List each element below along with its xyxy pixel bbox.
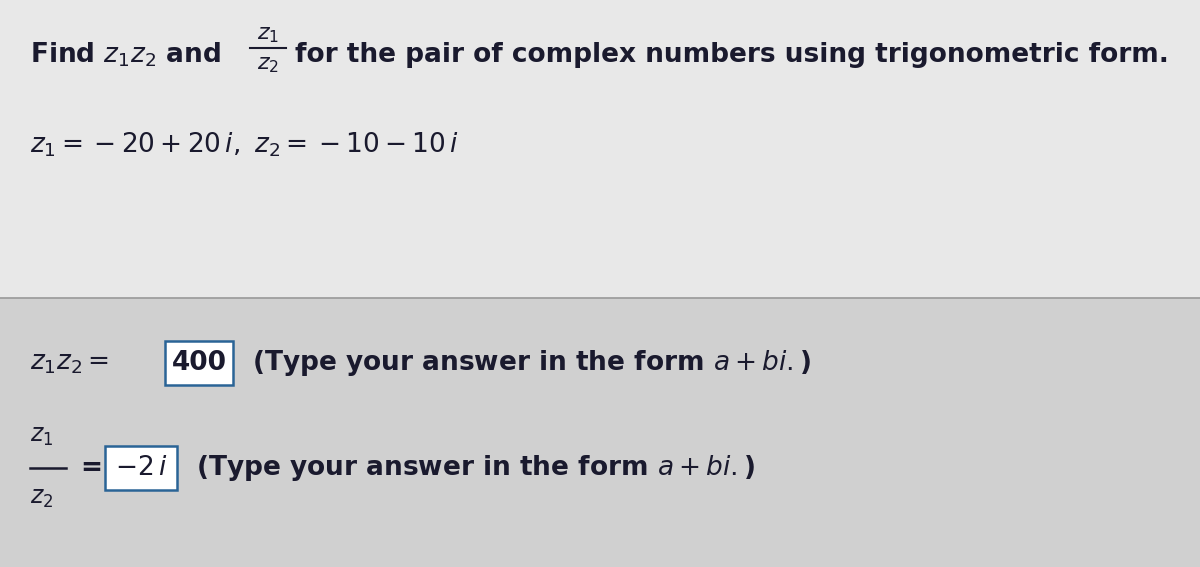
Text: for the pair of complex numbers using trigonometric form.: for the pair of complex numbers using tr… bbox=[295, 42, 1169, 68]
Text: $z_1z_2 = $: $z_1z_2 = $ bbox=[30, 350, 109, 376]
Text: (Type your answer in the form $a + bi.$): (Type your answer in the form $a + bi.$) bbox=[187, 452, 755, 483]
Text: (Type your answer in the form $a + bi.$): (Type your answer in the form $a + bi.$) bbox=[242, 348, 811, 378]
Bar bbox=[106, 446, 178, 490]
Text: $z_1$: $z_1$ bbox=[257, 25, 280, 45]
Text: $-2\,i$: $-2\,i$ bbox=[115, 455, 167, 481]
Text: 400: 400 bbox=[172, 350, 227, 376]
Text: $z_2$: $z_2$ bbox=[257, 55, 278, 75]
Bar bbox=[166, 341, 233, 384]
Text: $z_1$: $z_1$ bbox=[30, 424, 53, 448]
Text: =: = bbox=[80, 455, 102, 481]
Text: $z_1 = -20 + 20\,i,\ z_2 = -10 - 10\,i$: $z_1 = -20 + 20\,i,\ z_2 = -10 - 10\,i$ bbox=[30, 131, 458, 159]
Text: Find $z_1z_2$ and: Find $z_1z_2$ and bbox=[30, 41, 221, 69]
Text: $z_2$: $z_2$ bbox=[30, 486, 53, 510]
Bar bbox=[0, 0, 1200, 298]
Bar bbox=[0, 298, 1200, 567]
